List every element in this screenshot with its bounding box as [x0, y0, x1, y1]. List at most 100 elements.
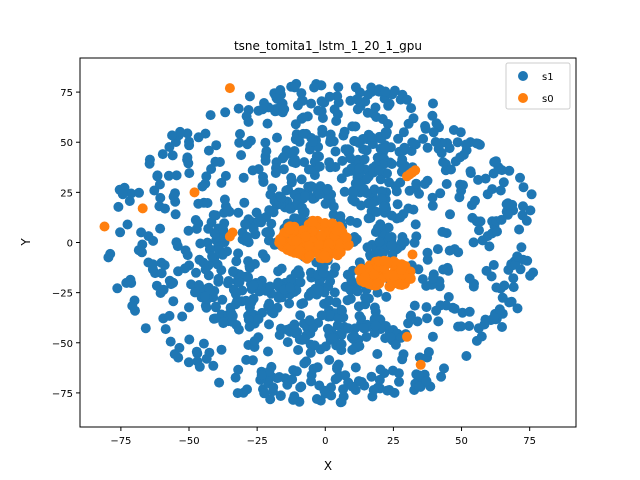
point-s1	[299, 334, 310, 345]
point-s1	[430, 137, 441, 147]
point-s1	[184, 168, 195, 179]
point-s1	[242, 231, 253, 242]
point-s1	[230, 372, 241, 383]
point-s1	[414, 188, 424, 199]
point-s1	[200, 264, 211, 275]
point-s1	[428, 273, 438, 284]
point-s1	[408, 204, 419, 215]
point-s1	[243, 272, 254, 283]
point-s0	[396, 265, 407, 276]
point-s1	[342, 269, 353, 280]
point-s1	[313, 284, 324, 295]
point-s1	[411, 178, 422, 189]
point-s1	[336, 397, 347, 407]
point-s1	[510, 259, 521, 270]
point-s1	[264, 227, 275, 237]
point-s1	[422, 142, 433, 153]
point-s1	[366, 371, 377, 382]
point-s1	[242, 139, 253, 150]
point-s1	[316, 96, 327, 107]
point-s1	[217, 294, 228, 305]
legend-label-s0: s0	[542, 94, 554, 105]
point-s1	[122, 219, 133, 230]
point-s1	[397, 354, 408, 365]
point-s1	[312, 362, 323, 373]
point-s1	[329, 287, 340, 298]
point-s1	[382, 168, 392, 179]
point-s1	[273, 277, 284, 288]
point-s1	[468, 281, 479, 292]
point-s1	[432, 244, 443, 255]
point-s1	[458, 149, 469, 160]
point-s1	[384, 232, 395, 243]
point-s1	[398, 209, 409, 220]
point-s1	[112, 283, 123, 294]
point-s1	[294, 136, 305, 147]
point-s1	[307, 181, 318, 192]
point-s1	[392, 199, 403, 210]
point-s1	[487, 184, 498, 195]
point-s1	[198, 338, 209, 349]
point-s1	[124, 196, 135, 206]
point-s1	[260, 137, 271, 148]
point-s1	[342, 295, 353, 306]
point-s1	[299, 358, 310, 369]
point-s1	[223, 278, 233, 289]
point-s1	[194, 280, 204, 290]
point-s1	[409, 300, 420, 311]
y-tick-label: −50	[52, 339, 73, 350]
point-s1	[125, 274, 136, 285]
point-s1	[421, 302, 432, 313]
point-s1	[327, 333, 338, 343]
point-s0	[327, 218, 338, 229]
point-s1	[240, 220, 251, 230]
point-s1	[422, 247, 433, 258]
x-tick-label: 0	[322, 436, 328, 447]
point-s1	[386, 240, 397, 251]
point-s1	[167, 130, 178, 141]
point-s1	[337, 155, 348, 166]
point-s1	[126, 188, 137, 199]
point-s1	[363, 213, 374, 224]
point-s1	[230, 289, 241, 300]
point-s1	[358, 183, 369, 194]
point-s1	[298, 128, 309, 139]
point-s0	[99, 221, 110, 232]
point-s1	[200, 291, 210, 302]
point-s1	[427, 331, 438, 342]
point-s1	[218, 317, 229, 328]
point-s1	[268, 308, 279, 319]
point-s1	[391, 186, 402, 197]
point-s1	[317, 124, 328, 135]
point-s1	[338, 384, 349, 395]
point-s1	[446, 164, 456, 175]
point-s1	[222, 204, 233, 215]
point-s1	[278, 164, 289, 175]
point-s1	[512, 251, 523, 262]
chart-title: tsne_tomita1_lstm_1_20_1_gpu	[234, 39, 422, 53]
point-s1	[394, 376, 404, 387]
point-s1	[354, 163, 365, 174]
point-s1	[152, 171, 163, 182]
legend-label-s1: s1	[542, 72, 554, 83]
point-s1	[158, 284, 169, 295]
point-s1	[233, 103, 244, 114]
point-s1	[134, 187, 144, 198]
point-s1	[347, 195, 358, 206]
point-s1	[345, 153, 356, 164]
point-s1	[324, 91, 335, 102]
point-s1	[353, 376, 364, 387]
point-s1	[293, 100, 303, 111]
point-s1	[228, 266, 239, 277]
point-s1	[233, 248, 244, 259]
point-s1	[234, 277, 245, 288]
point-s1	[163, 170, 174, 181]
point-s1	[195, 238, 206, 249]
x-axis-label: X	[324, 459, 332, 473]
point-s1	[211, 140, 222, 151]
point-s1	[445, 209, 455, 220]
point-s0	[323, 238, 334, 249]
point-s1	[205, 110, 216, 121]
point-s1	[213, 276, 224, 287]
point-s1	[361, 331, 372, 342]
